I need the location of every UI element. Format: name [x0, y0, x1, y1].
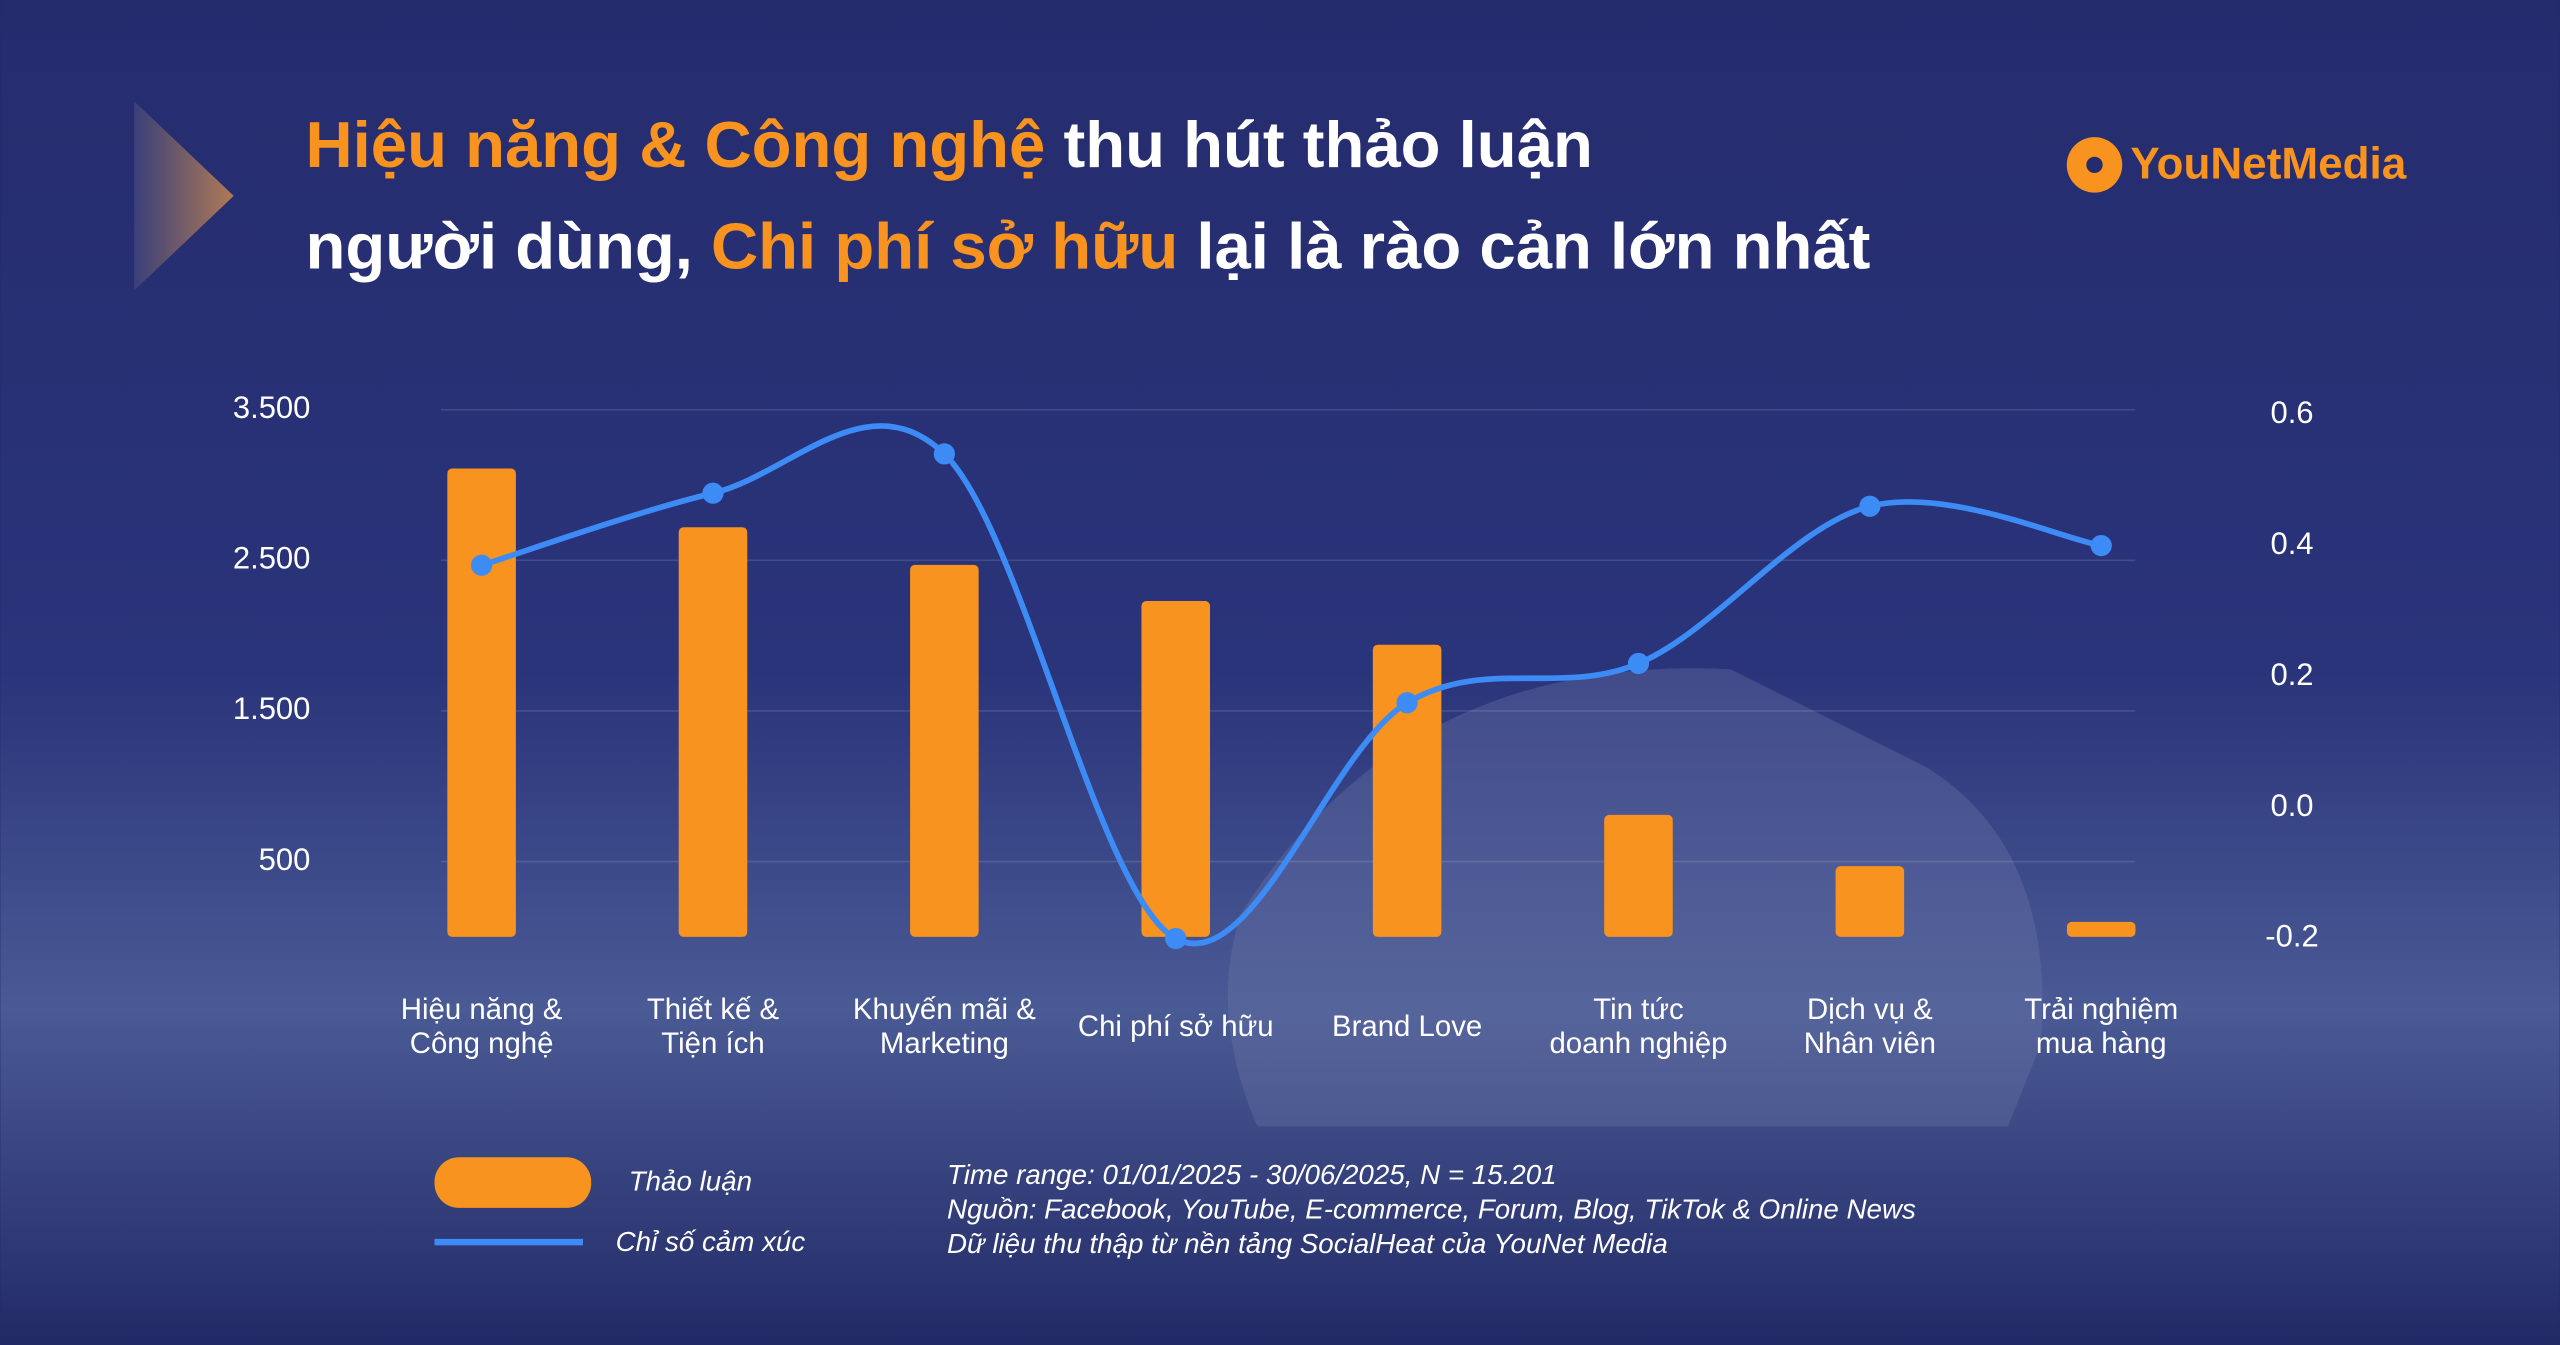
logo: YouNetMedia [2066, 137, 2407, 193]
y-tick-label: 2.500 [233, 541, 311, 576]
title-line: Hiệu năng & Công nghệ thu hút thảo luận [306, 108, 1593, 181]
x-tick-label: Tin tức [1593, 993, 1683, 1026]
line-point [2090, 534, 2112, 557]
y-tick-label: 500 [259, 842, 311, 877]
y2-tick-label: -0.2 [2265, 919, 2318, 954]
y-tick-label: 3.500 [233, 390, 311, 425]
x-tick-label: Marketing [880, 1027, 1009, 1060]
y-tick-label: 1.500 [233, 691, 311, 726]
title-arrow [134, 101, 234, 291]
y2-tick-label: 0.0 [2270, 788, 2313, 823]
bar [447, 468, 516, 937]
x-tick-label: Tiện ích [661, 1027, 764, 1060]
title-segment: thu hút thảo luận [1045, 108, 1593, 181]
title-segment: người dùng, [306, 210, 712, 283]
bar [1604, 814, 1673, 937]
line-point [933, 443, 955, 465]
notes: Time range: 01/01/2025 - 30/06/2025, N =… [947, 1159, 1916, 1259]
note: Nguồn: Facebook, YouTube, E-commerce, Fo… [947, 1193, 1916, 1224]
logo-icon-dot [2086, 156, 2103, 174]
x-tick-label: Thiết kế & [647, 993, 780, 1026]
x-tick-label: mua hàng [2036, 1027, 2167, 1060]
y2-tick-label: 0.6 [2270, 395, 2313, 430]
title-segment: Chi phí sở hữu [711, 210, 1178, 283]
x-tick-label: Hiệu năng & [401, 993, 563, 1026]
x-tick-label: Brand Love [1332, 1010, 1482, 1043]
x-tick-label: doanh nghiệp [1549, 1027, 1727, 1060]
bar [2066, 921, 2136, 937]
title: Hiệu năng & Công nghệ thu hút thảo luận n… [306, 108, 1871, 282]
line-point [1396, 692, 1418, 714]
line-point [1165, 927, 1187, 950]
bar [1141, 601, 1211, 937]
title-segment: Hiệu năng & Công nghệ [306, 108, 1046, 181]
bar [678, 527, 748, 937]
x-tick-label: Trải nghiệm [2024, 993, 2178, 1026]
title-line: người dùng, Chi phí sở hữu lại là rào cả… [306, 210, 1871, 283]
y2-tick-label: 0.2 [2270, 657, 2313, 692]
line-point [471, 554, 493, 576]
plot: 500 1.500 2.500 3.500 -0.2 0.0 0.2 0.4 0.6 Hiệu n… [233, 390, 2319, 1060]
x-tick-label: Dịch vụ & [1807, 993, 1933, 1026]
x-tick-label: Nhân viên [1804, 1027, 1936, 1060]
logo-part: Media [2281, 139, 2406, 188]
bar [910, 564, 979, 937]
note: Dữ liệu thu thập từ nền tảng SocialHeat … [947, 1228, 1668, 1259]
note: Time range: 01/01/2025 - 30/06/2025, N =… [947, 1159, 1557, 1190]
legend-label: Thảo luận [629, 1166, 752, 1197]
x-tick-label: Khuyến mãi & [853, 993, 1036, 1026]
logo-part: YouNet [2130, 139, 2281, 188]
legend-swatch-bar [434, 1157, 592, 1208]
logo-text: YouNetMedia [2130, 139, 2406, 188]
line [480, 423, 2102, 947]
title-segment: lại là rào cản lớn nhất [1178, 210, 1870, 283]
bar [1835, 866, 1905, 937]
x-tick-label: Chi phí sở hữu [1078, 1010, 1274, 1043]
legend-label: Chỉ số cảm xúc [616, 1226, 806, 1257]
legend: Thảo luận Chỉ số cảm xúc [434, 1157, 805, 1257]
line-point [1859, 495, 1881, 517]
line-point [1627, 652, 1650, 675]
x-tick-label: Công nghệ [410, 1027, 554, 1060]
line-point [702, 482, 724, 504]
y2-tick-label: 0.4 [2270, 526, 2313, 561]
